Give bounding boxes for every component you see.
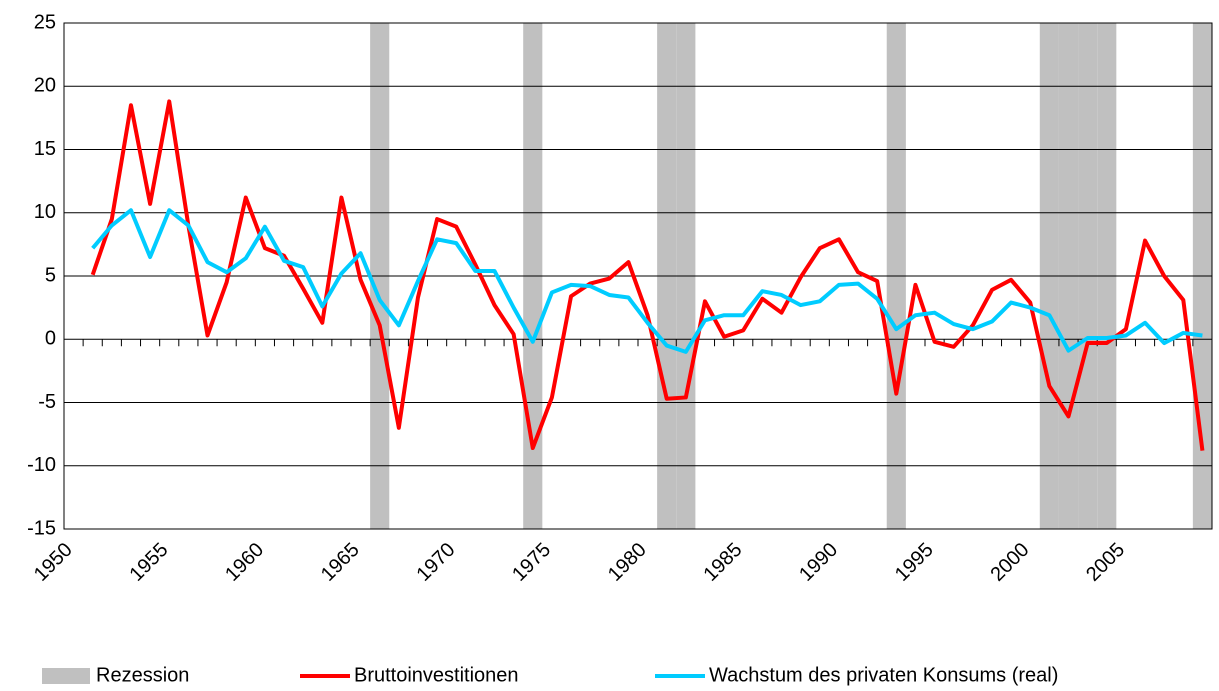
y-tick-label: 20 (34, 75, 56, 97)
x-tick-label: 1990 (795, 539, 842, 586)
x-tick-label: 2000 (986, 539, 1033, 586)
y-tick-label: -5 (38, 391, 56, 413)
y-tick-label: 5 (45, 264, 56, 286)
x-tick-label: 1995 (891, 539, 938, 586)
x-tick-label: 1960 (221, 539, 268, 586)
x-tick-label: 1965 (317, 539, 364, 586)
legend-label: Rezession (96, 664, 189, 686)
x-tick-label: 1980 (604, 539, 651, 586)
y-tick-label: 10 (34, 201, 56, 223)
legend-swatch (42, 668, 90, 684)
line-series (91, 208, 1203, 354)
legend-label: Bruttoinvestitionen (354, 664, 519, 686)
x-tick-label: 1955 (125, 539, 172, 586)
y-tick-label: 15 (34, 138, 56, 160)
x-tick-label: 2005 (1082, 539, 1129, 586)
x-tick-label: 1975 (508, 539, 555, 586)
y-tick-label: -15 (27, 517, 56, 539)
plot-frame (63, 22, 1213, 530)
y-tick-label: 25 (34, 11, 56, 33)
x-tick-label: 1950 (30, 539, 77, 586)
legend-label: Wachstum des privaten Konsums (real) (709, 664, 1058, 686)
y-tick-label: 0 (45, 328, 56, 350)
x-tick-label: 1985 (699, 539, 746, 586)
y-tick-label: -10 (27, 454, 56, 476)
x-tick-label: 1970 (412, 539, 459, 586)
